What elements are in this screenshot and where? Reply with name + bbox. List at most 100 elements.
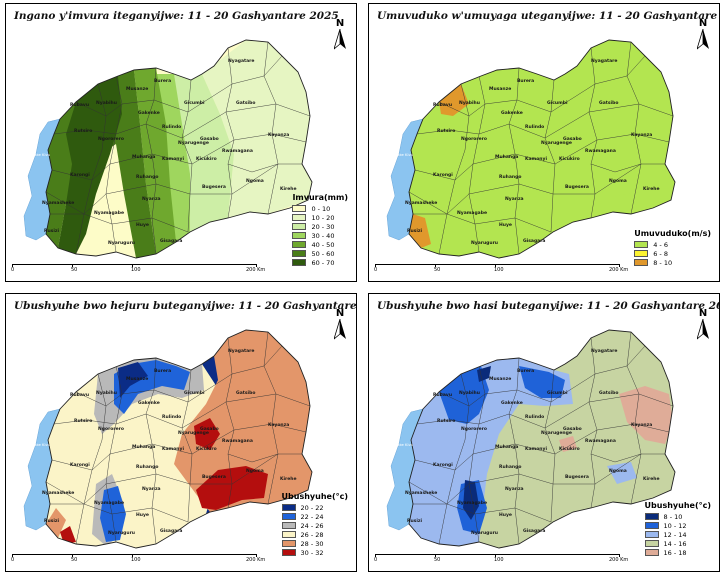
district-label: Ngororero [461,427,487,432]
legend-entry: 8 - 10 [634,258,711,267]
legend-swatch [292,241,307,248]
district-boundary [414,133,670,181]
district-label: Nyanza [505,487,524,492]
legend-label: 40 - 50 [311,240,335,249]
legend-entry: 24 - 26 [281,521,348,530]
district-label: Kamonyi [525,157,547,162]
legend-label: 14 - 16 [663,539,687,548]
scale-label: 50 [71,557,78,563]
legend-swatch [292,250,307,257]
district-label: Nyabihu [459,101,480,106]
map-title: Ubushyuhe bwo hejuru buteganyijwe: 11 - … [14,300,357,312]
scale-label: 100 [131,557,141,563]
district-label: Nyaruguru [471,241,499,246]
district-label: Nyagatare [228,59,255,64]
district-boundary [75,55,283,117]
value-zone [477,366,491,382]
legend-label: 10 - 20 [311,213,335,222]
legend-label: 16 - 18 [663,548,687,557]
scale-label: 0 [11,267,15,273]
scale-label: 0 [374,557,378,563]
district-label: Kayonza [631,423,653,428]
district-label: Rubavu [433,103,453,108]
district-label: Nyamasheke [42,491,75,496]
district-label: Rulindo [525,415,545,420]
district-label: Nyanza [505,197,524,202]
scale-bar: 0 50 100 200 Km [373,554,628,566]
legend-swatch [634,259,649,266]
district-label: Nyamagabe [457,501,487,506]
district-label: Rubavu [70,393,90,398]
district-label: Ruhango [136,465,159,470]
district-label: Kicukiro [196,447,217,452]
legend-label: 26 - 28 [300,530,324,539]
value-zone [539,130,579,166]
district-label: Kicukiro [559,447,580,452]
district-label: Kayonza [268,423,290,428]
country-border [408,329,676,549]
district-label: Nyagatare [591,349,618,354]
value-zone [463,480,479,520]
district-boundary [438,373,470,545]
district-label: Rutsiro [74,129,93,134]
value-zone [202,40,312,218]
lake-label: Lake Kivu [395,152,414,157]
north-label: N [335,308,345,319]
district-label: Rutsiro [437,419,456,424]
scale-bar: 0 50 100 200 Km [373,264,628,276]
value-zone [60,526,76,544]
legend-label: 30 - 40 [311,231,335,240]
value-zone [58,76,122,254]
value-zone [609,176,639,196]
district-label: Karongi [70,463,90,468]
scale-label: 50 [434,557,441,563]
legend-entry: 12 - 14 [644,530,711,539]
district-boundary [181,79,193,233]
district-boundary [413,503,552,523]
district-label: Nyabihu [459,391,480,396]
north-arrow-icon: N [332,18,348,55]
district-label: Burera [517,369,535,374]
legend-label: 30 - 32 [300,548,324,557]
north-label: N [698,308,708,319]
district-label: Ngoma [246,179,264,184]
value-zone [46,358,228,548]
district-label: Rulindo [162,415,182,420]
district-label: Gicumbi [547,101,568,106]
district-boundary [46,453,302,505]
value-zone [409,112,447,220]
district-label: Ngororero [461,137,487,142]
value-zone [409,214,431,248]
district-label: Bugesera [565,475,589,480]
district-label: Huye [136,223,149,228]
map-legend: Imvura(mm) 0 - 10 10 - 20 20 - 30 30 - 40 40 … [292,193,348,267]
legend-label: 8 - 10 [663,512,683,521]
legend-entry: 10 - 20 [292,213,348,222]
district-label: Kirehe [643,187,660,192]
district-boundary [227,453,279,463]
legend-label: 22 - 24 [300,512,324,521]
district-label: Nyagatare [591,59,618,64]
district-label: Gasabo [200,427,219,432]
value-zone [559,436,577,452]
legend-title: Imvura(mm) [292,193,348,202]
district-boundary [227,163,279,173]
district-boundary [53,103,311,139]
value-zone [194,418,220,450]
district-label: Burera [154,79,172,84]
district-label: Muhanga [495,155,519,160]
legend-swatch [644,540,659,547]
country-border [45,329,313,549]
legend-label: 4 - 6 [653,240,668,249]
district-label: Bugesera [565,185,589,190]
district-label: Rusizi [407,229,423,234]
district-boundary [416,103,674,139]
district-boundary [46,163,302,215]
scale-bar: 0 50 100 200 Km [10,264,265,276]
district-label: Nyanza [142,487,161,492]
legend-entry: 30 - 40 [292,231,348,240]
north-label: N [335,18,345,29]
scale-label: 50 [71,267,78,273]
district-label: Gatsibo [599,391,619,396]
district-label: Muhanga [132,445,156,450]
